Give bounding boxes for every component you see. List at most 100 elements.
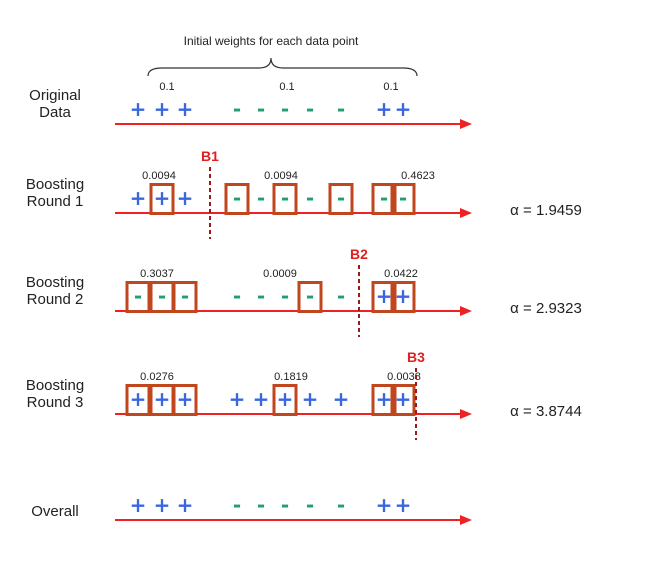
plus-point: + <box>130 387 147 411</box>
plus-point: + <box>177 97 194 121</box>
row-label-line1: Boosting <box>26 274 84 291</box>
minus-point: - <box>306 97 314 121</box>
plus-point: + <box>177 387 194 411</box>
plus-point: + <box>376 387 393 411</box>
minus-point: - <box>134 284 142 308</box>
minus-point: - <box>257 97 265 121</box>
row-label-line2: Round 2 <box>27 291 84 308</box>
weight-box <box>297 281 323 313</box>
alpha-value: α = 1.9459 <box>510 202 582 219</box>
weight-box <box>172 384 198 416</box>
row-label-line1: Boosting <box>26 377 84 394</box>
weight-label: 0.4623 <box>401 170 435 182</box>
weight-label: 0.1 <box>159 81 174 93</box>
minus-point: - <box>337 493 345 517</box>
plus-point: + <box>302 387 319 411</box>
plus-point: + <box>333 387 350 411</box>
plus-point: + <box>154 186 171 210</box>
minus-point: - <box>281 186 289 210</box>
weight-label: 0.0009 <box>263 268 297 280</box>
weights-brace <box>147 57 418 77</box>
minus-point: - <box>257 284 265 308</box>
weight-box <box>149 183 175 215</box>
plus-point: + <box>154 97 171 121</box>
minus-point: - <box>380 186 388 210</box>
plus-point: + <box>229 387 246 411</box>
row-label-line2: Data <box>39 104 71 121</box>
weight-box <box>390 384 416 416</box>
boundary-label: B3 <box>407 349 425 365</box>
plus-point: + <box>395 97 412 121</box>
minus-point: - <box>281 97 289 121</box>
minus-point: - <box>158 284 166 308</box>
axis-arrowhead <box>460 515 472 525</box>
plus-point: + <box>177 186 194 210</box>
weight-box <box>172 281 198 313</box>
weight-label: 0.3037 <box>140 268 174 280</box>
row-label-line1: Boosting <box>26 176 84 193</box>
weight-label: 0.0094 <box>142 170 176 182</box>
plus-point: + <box>154 493 171 517</box>
diagram-caption: Initial weights for each data point <box>184 34 359 48</box>
plus-point: + <box>395 387 412 411</box>
row-label-line2: Round 3 <box>27 394 84 411</box>
weight-box <box>371 281 397 313</box>
minus-point: - <box>306 493 314 517</box>
plus-point: + <box>130 186 147 210</box>
axis-arrowhead <box>460 208 472 218</box>
minus-point: - <box>306 284 314 308</box>
weight-box <box>224 183 250 215</box>
minus-point: - <box>337 284 345 308</box>
weight-box <box>272 384 298 416</box>
plus-point: + <box>376 493 393 517</box>
minus-point: - <box>281 284 289 308</box>
axis-arrowhead <box>460 409 472 419</box>
minus-point: - <box>257 186 265 210</box>
alpha-value: α = 3.8744 <box>510 403 582 420</box>
minus-point: - <box>257 493 265 517</box>
alpha-value: α = 2.9323 <box>510 300 582 317</box>
minus-point: - <box>399 186 407 210</box>
boundary-label: B2 <box>350 246 368 262</box>
weight-label: 0.1819 <box>274 371 308 383</box>
minus-point: - <box>337 97 345 121</box>
plus-point: + <box>376 97 393 121</box>
plus-point: + <box>177 493 194 517</box>
minus-point: - <box>281 493 289 517</box>
plus-point: + <box>376 284 393 308</box>
row-label-line2: Round 1 <box>27 193 84 210</box>
weight-box <box>390 183 416 215</box>
plus-point: + <box>154 387 171 411</box>
weight-box <box>371 183 397 215</box>
plus-point: + <box>395 284 412 308</box>
row-label-line1: Original <box>29 87 81 104</box>
weight-box <box>272 183 298 215</box>
boundary-label: B1 <box>201 148 219 164</box>
minus-point: - <box>337 186 345 210</box>
axis-arrowhead <box>460 119 472 129</box>
weight-label: 0.0038 <box>387 371 421 383</box>
weight-box <box>371 384 397 416</box>
plus-point: + <box>130 493 147 517</box>
minus-point: - <box>233 97 241 121</box>
weight-box <box>125 281 151 313</box>
weight-box <box>125 384 151 416</box>
row-label-line1: Overall <box>31 503 79 520</box>
weight-label: 0.0276 <box>140 371 174 383</box>
plus-point: + <box>130 97 147 121</box>
minus-point: - <box>233 284 241 308</box>
minus-point: - <box>181 284 189 308</box>
weight-box <box>328 183 354 215</box>
weight-label: 0.1 <box>383 81 398 93</box>
weight-label: 0.0422 <box>384 268 418 280</box>
minus-point: - <box>233 186 241 210</box>
weight-label: 0.1 <box>279 81 294 93</box>
weight-label: 0.0094 <box>264 170 298 182</box>
axis-arrowhead <box>460 306 472 316</box>
weight-box <box>390 281 416 313</box>
plus-point: + <box>277 387 294 411</box>
minus-point: - <box>233 493 241 517</box>
minus-point: - <box>306 186 314 210</box>
plus-point: + <box>395 493 412 517</box>
